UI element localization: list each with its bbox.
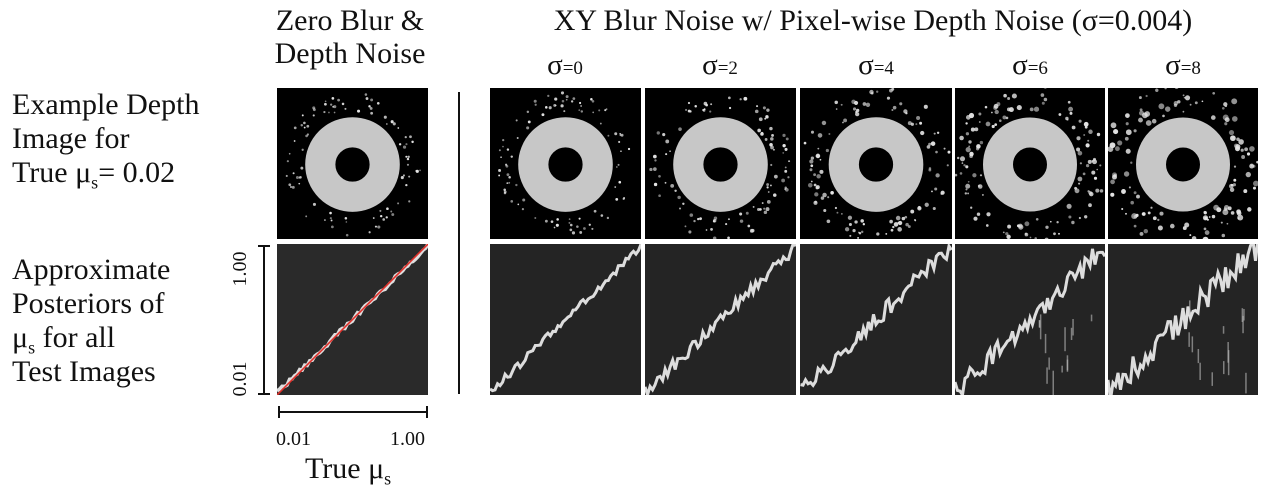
row2-label: Approximate Posteriors of μs for all Tes… [12, 253, 170, 389]
sigma-label-4: σ=4 [800, 50, 952, 84]
posterior-band [1108, 244, 1258, 395]
sigma-symbol: σ [1012, 49, 1028, 81]
row2-mu-sub: s [28, 337, 36, 358]
x-tick-right: 1.00 [390, 428, 425, 450]
posterior-sigma-8 [1108, 244, 1258, 395]
row1-mu: True μ [12, 156, 92, 189]
depth-ring [803, 88, 951, 239]
row2-line1: Approximate [12, 253, 171, 286]
sigma-value: =0 [562, 58, 583, 79]
noise-column-title: XY Blur Noise w/ Pixel-wise Depth Noise … [553, 4, 1193, 37]
sigma-value: =4 [873, 58, 894, 79]
sigma-value: =6 [1027, 58, 1048, 79]
sigma-value: =8 [1180, 58, 1201, 79]
baseline-title-line2: Depth Noise [274, 37, 426, 70]
column-divider [458, 92, 460, 394]
sigma-symbol: σ [858, 49, 874, 81]
sigma-label-8: σ=8 [1108, 50, 1258, 84]
sigma-symbol: σ [702, 49, 718, 81]
posterior-band [800, 244, 952, 388]
row1-line2: Image for [12, 122, 130, 155]
depth-ring [1108, 88, 1258, 239]
sigma-label-0: σ=0 [490, 50, 640, 84]
x-axis-bracket [278, 406, 428, 418]
sigma-label-2: σ=2 [645, 50, 795, 84]
row1-value: = 0.02 [98, 156, 176, 189]
depth-image-sigma-0 [490, 88, 641, 239]
posterior-band [645, 244, 796, 395]
row2-line2: Posteriors of [12, 287, 165, 320]
row2-line4: Test Images [12, 355, 156, 388]
depth-image-sigma-8 [1108, 88, 1258, 239]
sigma-label-6: σ=6 [955, 50, 1105, 84]
depth-image-baseline [277, 88, 428, 239]
posterior-sigma-0 [490, 244, 641, 395]
row1-mu-sub: s [91, 172, 99, 193]
depth-ring [285, 93, 421, 237]
y-axis-bracket [258, 245, 270, 395]
row2-mu: μ [12, 321, 29, 354]
x-label-sub: s [384, 468, 392, 489]
x-label-text: True μ [305, 452, 385, 485]
baseline-column-title: Zero Blur & Depth Noise [250, 4, 450, 70]
posterior-sigma-4 [800, 244, 952, 395]
depth-image-sigma-6 [955, 88, 1105, 239]
baseline-title-line1: Zero Blur & [275, 4, 425, 37]
sigma-symbol: σ [547, 49, 563, 81]
depth-ring [649, 96, 791, 239]
sigma-symbol: σ [1165, 49, 1181, 81]
depth-ring [498, 91, 631, 235]
y-tick-bottom: 0.01 [229, 361, 251, 397]
posterior-sigma-2 [645, 244, 796, 395]
row1-label: Example Depth Image for True μs= 0.02 [12, 88, 200, 193]
depth-image-sigma-2 [645, 88, 796, 239]
posterior-baseline [277, 244, 428, 395]
posterior-band [277, 244, 428, 395]
y-tick-top: 1.00 [229, 251, 251, 287]
depth-image-sigma-4 [800, 88, 952, 239]
x-axis-label: True μs [305, 452, 392, 489]
sigma-value: =2 [717, 58, 738, 79]
posterior-band [490, 244, 641, 393]
x-tick-left: 0.01 [276, 428, 311, 450]
posterior-band [955, 248, 1105, 395]
row2-line3: μs for all [12, 321, 170, 358]
row1-line3: True μs= 0.02 [12, 156, 199, 193]
posterior-sigma-6 [955, 244, 1105, 395]
depth-ring [955, 88, 1104, 239]
row2-for-all: for all [35, 321, 116, 354]
row1-line1: Example Depth [12, 88, 200, 121]
